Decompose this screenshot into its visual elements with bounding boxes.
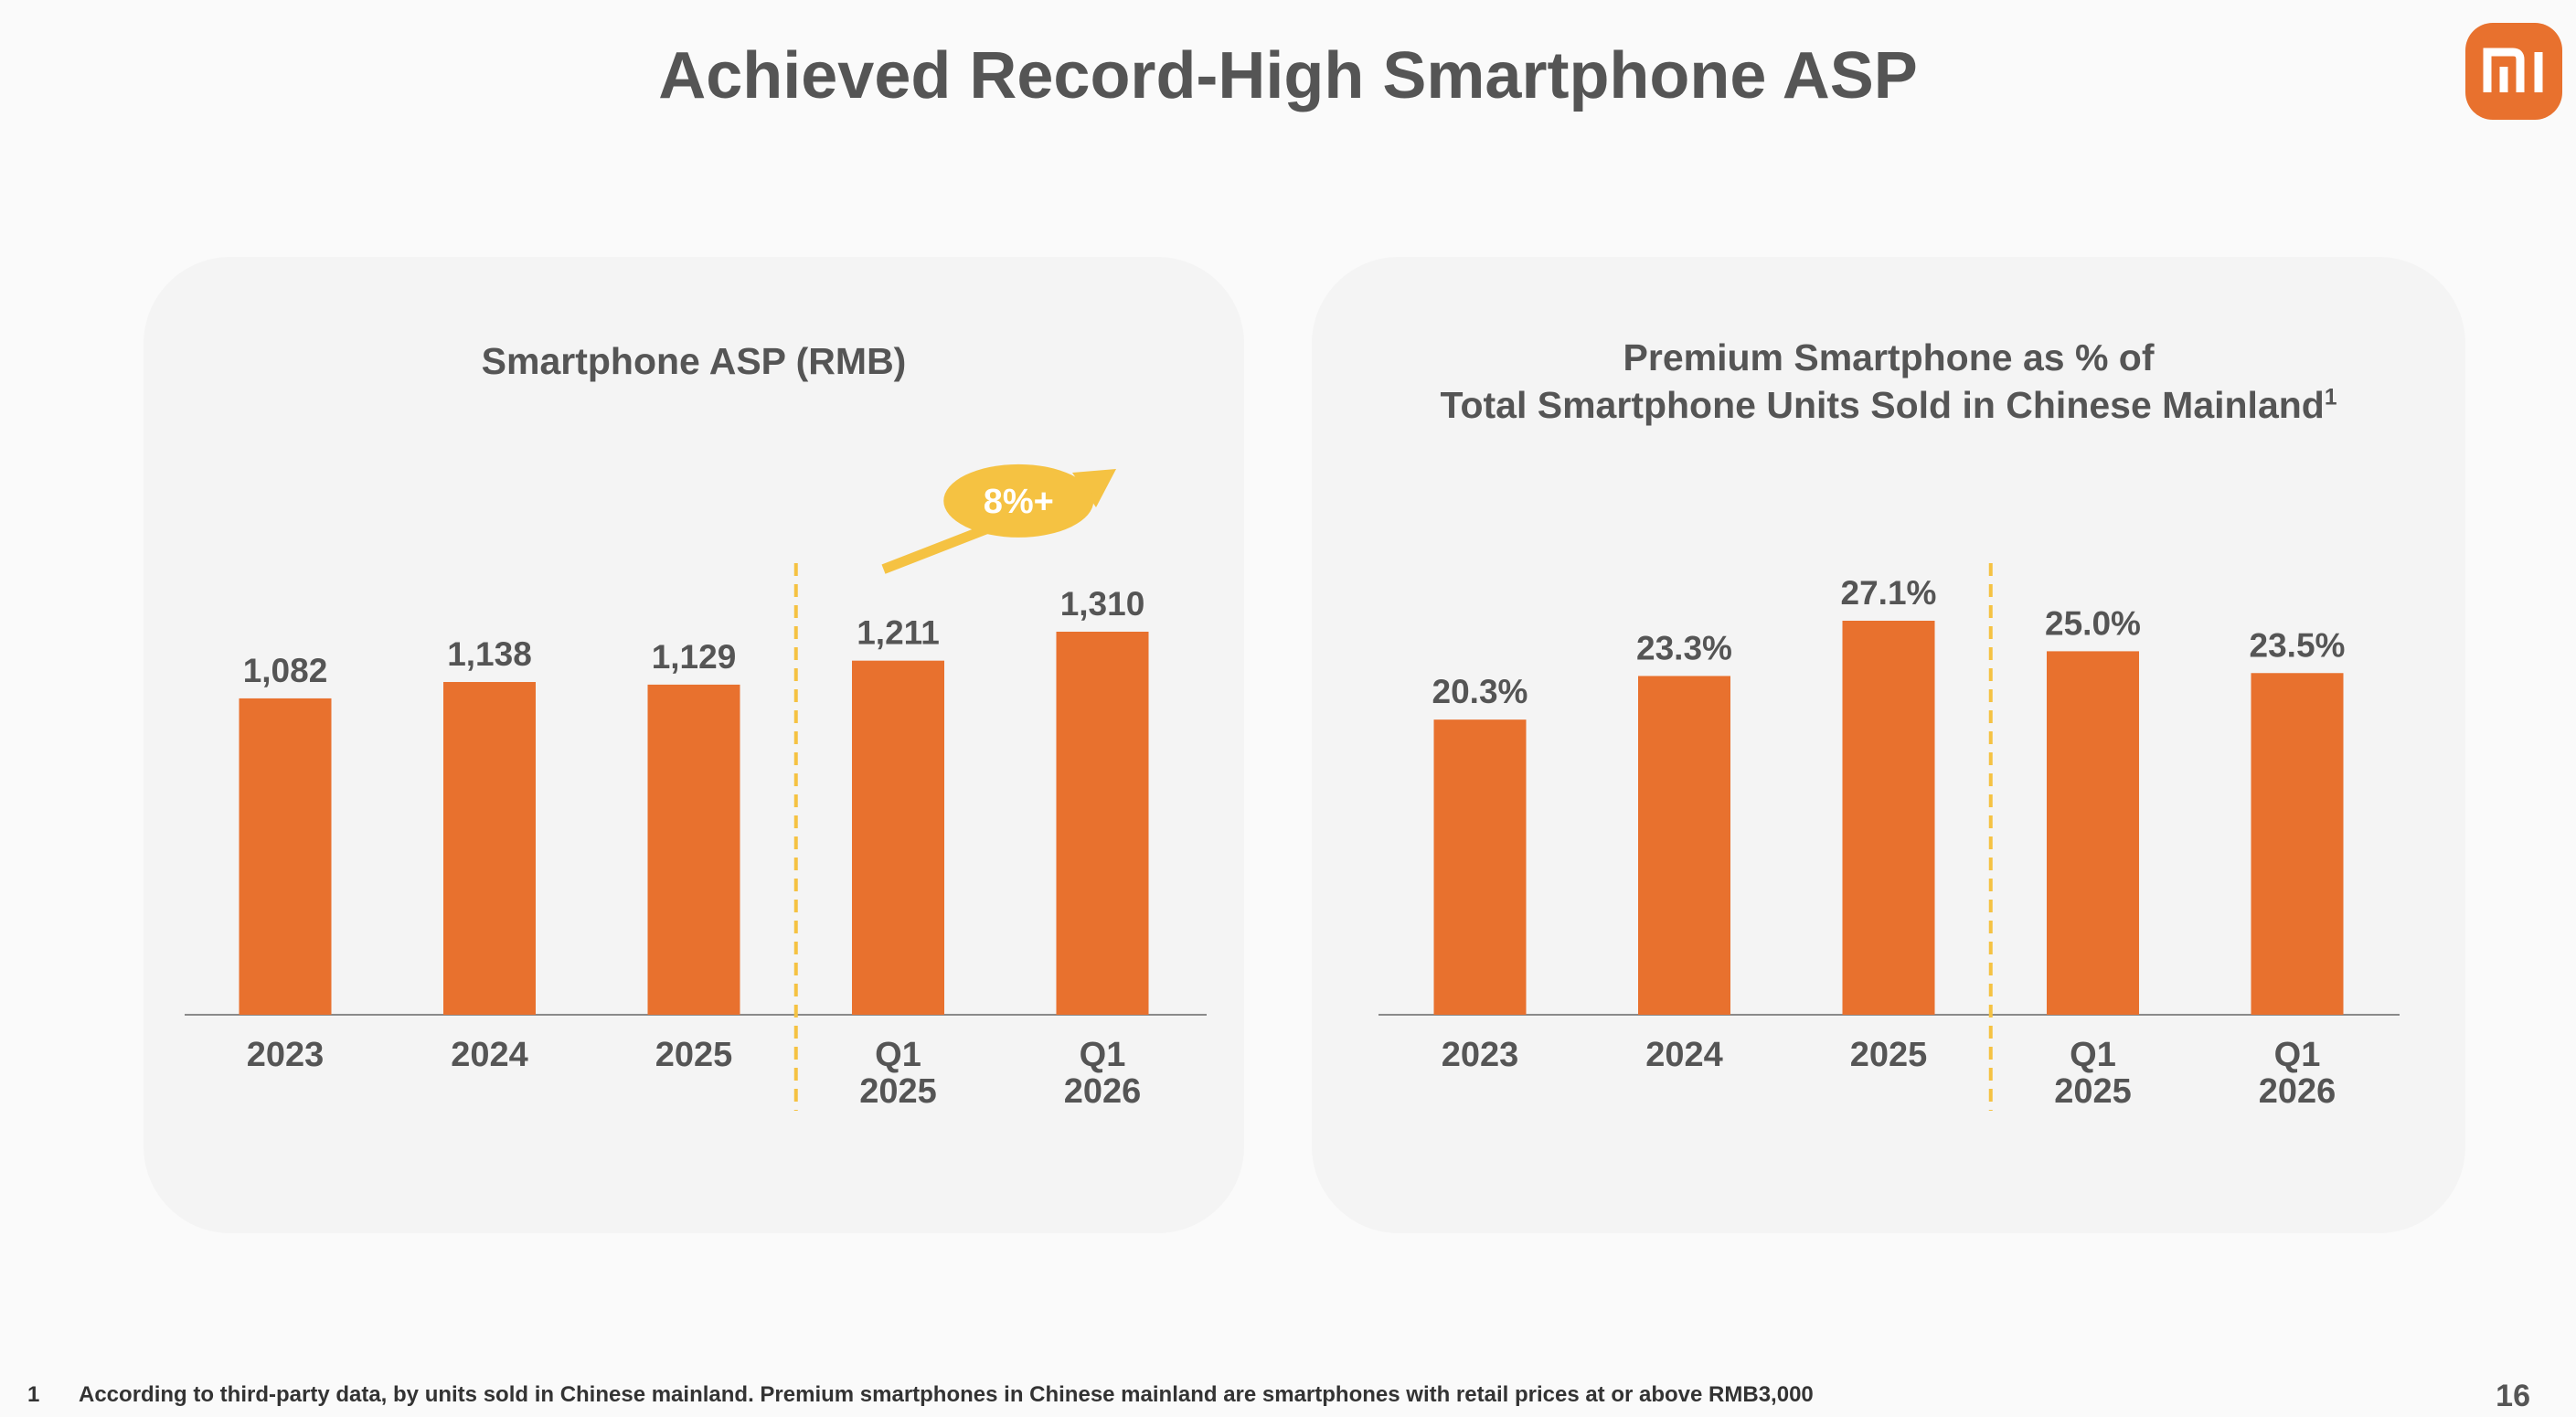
bar: [1638, 676, 1730, 1015]
x-tick-label: 2024: [451, 1036, 528, 1074]
data-label: 23.3%: [1636, 629, 1732, 666]
bar: [647, 684, 740, 1015]
premium-share-chart-panel: Premium Smartphone as % of Total Smartph…: [1312, 257, 2465, 1233]
data-label: 1,129: [652, 638, 737, 676]
bar: [2251, 673, 2344, 1015]
data-label: 1,138: [447, 635, 532, 673]
x-tick-label: 2025: [859, 1072, 937, 1111]
x-tick-label: 2025: [1850, 1036, 1928, 1074]
footnote-text: According to third-party data, by units …: [79, 1382, 1814, 1407]
bar: [1056, 632, 1149, 1015]
data-label: 27.1%: [1841, 574, 1937, 612]
growth-badge-label: 8%+: [984, 483, 1054, 521]
x-tick-label: 2026: [1064, 1072, 1142, 1111]
bar: [239, 698, 332, 1015]
footnote-marker: 1: [27, 1382, 40, 1407]
page-number: 16: [2496, 1379, 2530, 1413]
x-tick-label: Q1: [2070, 1036, 2116, 1074]
bar: [1433, 719, 1527, 1015]
data-label: 1,082: [243, 652, 328, 689]
premium-share-title-line-2: Total Smartphone Units Sold in Chinese M…: [1312, 381, 2465, 429]
growth-badge: [943, 463, 1094, 538]
bar: [2047, 651, 2139, 1015]
asp-bar-chart: 1,08220231,13820241,12920251,211Q120251,…: [185, 463, 1207, 1111]
asp-chart-title: Smartphone ASP (RMB): [481, 340, 907, 382]
bar: [443, 682, 536, 1015]
asp-chart-panel: Smartphone ASP (RMB) 1,082 2023 1,138 2024 1…: [144, 257, 1244, 1233]
x-tick-label: 2025: [655, 1036, 733, 1074]
premium-share-chart-title: Premium Smartphone as % of Total Smartph…: [1312, 334, 2465, 429]
premium-share-title-line-2-text: Total Smartphone Units Sold in Chinese M…: [1440, 384, 2325, 426]
growth-arrow-head-icon: [1072, 469, 1116, 507]
x-tick-label: 2024: [1645, 1036, 1723, 1074]
x-tick-label: Q1: [2274, 1036, 2321, 1074]
x-tick-label: Q1: [875, 1036, 921, 1074]
data-label: 1,310: [1060, 585, 1145, 623]
x-tick-label: 2026: [2259, 1072, 2336, 1111]
data-label: 1,211: [857, 614, 940, 652]
x-tick-label: 2023: [1442, 1036, 1519, 1074]
data-label: 25.0%: [2045, 604, 2141, 642]
footnote: 1 According to third-party data, by units…: [27, 1382, 1814, 1408]
x-tick-label: 2025: [2054, 1072, 2132, 1111]
bar: [852, 660, 944, 1015]
bar: [1842, 621, 1935, 1015]
data-label: 20.3%: [1432, 673, 1528, 710]
x-tick-label: Q1: [1080, 1036, 1126, 1074]
data-label: 23.5%: [2250, 626, 2346, 664]
xiaomi-logo-icon: [2465, 23, 2562, 120]
premium-share-title-line-1: Premium Smartphone as % of: [1623, 336, 2155, 378]
x-tick-label: 2023: [247, 1036, 325, 1074]
slide-title: Achieved Record-High Smartphone ASP: [658, 39, 1918, 112]
premium-share-bar-chart: 20.3%202323.3%202427.1%202525.0%Q1202523…: [1378, 563, 2400, 1111]
premium-share-title-footnote-marker: 1: [2324, 385, 2337, 410]
